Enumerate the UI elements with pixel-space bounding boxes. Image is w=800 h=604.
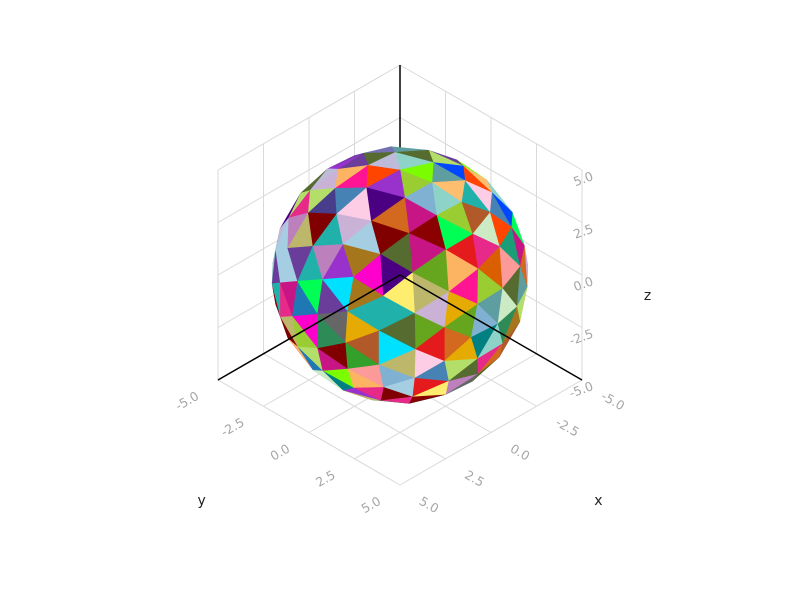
z-axis-title: z [644, 288, 651, 304]
gridline-ywall-z-3 [217, 117, 401, 223]
gridline-xwall-z-3 [399, 117, 583, 223]
gridline-floor-x-4 [217, 379, 401, 486]
x-axis-title: x [594, 493, 602, 509]
y-tick-label-4: 5.0 [359, 493, 384, 516]
y-tick-label-1: -2.5 [218, 414, 247, 439]
mesh-face-224 [271, 282, 281, 317]
x-axis-line [217, 274, 401, 381]
z-tick-label-0: -5.0 [567, 378, 595, 400]
gridline-floor-y-3 [354, 353, 537, 460]
x-tick-label-0: -5.0 [599, 388, 628, 413]
mesh-face-162 [275, 217, 290, 251]
y-axis-line [399, 274, 583, 381]
y-tick-label-3: 2.5 [313, 467, 338, 490]
axis-layer [217, 274, 583, 381]
gridline-xwall-z-4 [399, 64, 583, 171]
y-tick-label-2: 0.0 [268, 441, 293, 464]
gridline-floor-y-4 [399, 379, 583, 486]
mesh-face-89 [383, 272, 415, 313]
y-tick-label-0: -5.0 [173, 388, 202, 413]
z-tick-label-1: -2.5 [567, 326, 595, 348]
x-tick-label-3: 2.5 [462, 467, 487, 490]
z-tick-label-4: 5.0 [571, 168, 595, 189]
gridline-floor-x-3 [263, 353, 446, 460]
z-tick-label-2: 0.0 [571, 273, 595, 294]
mesh-layer [271, 146, 529, 404]
gridline-ywall-z-4 [217, 64, 401, 171]
y-axis-title: y [197, 493, 205, 509]
z-tick-label-3: 2.5 [571, 221, 595, 242]
x-tick-label-1: -2.5 [553, 414, 582, 439]
x-tick-label-2: 0.0 [508, 441, 533, 464]
x-tick-label-4: 5.0 [417, 493, 442, 516]
